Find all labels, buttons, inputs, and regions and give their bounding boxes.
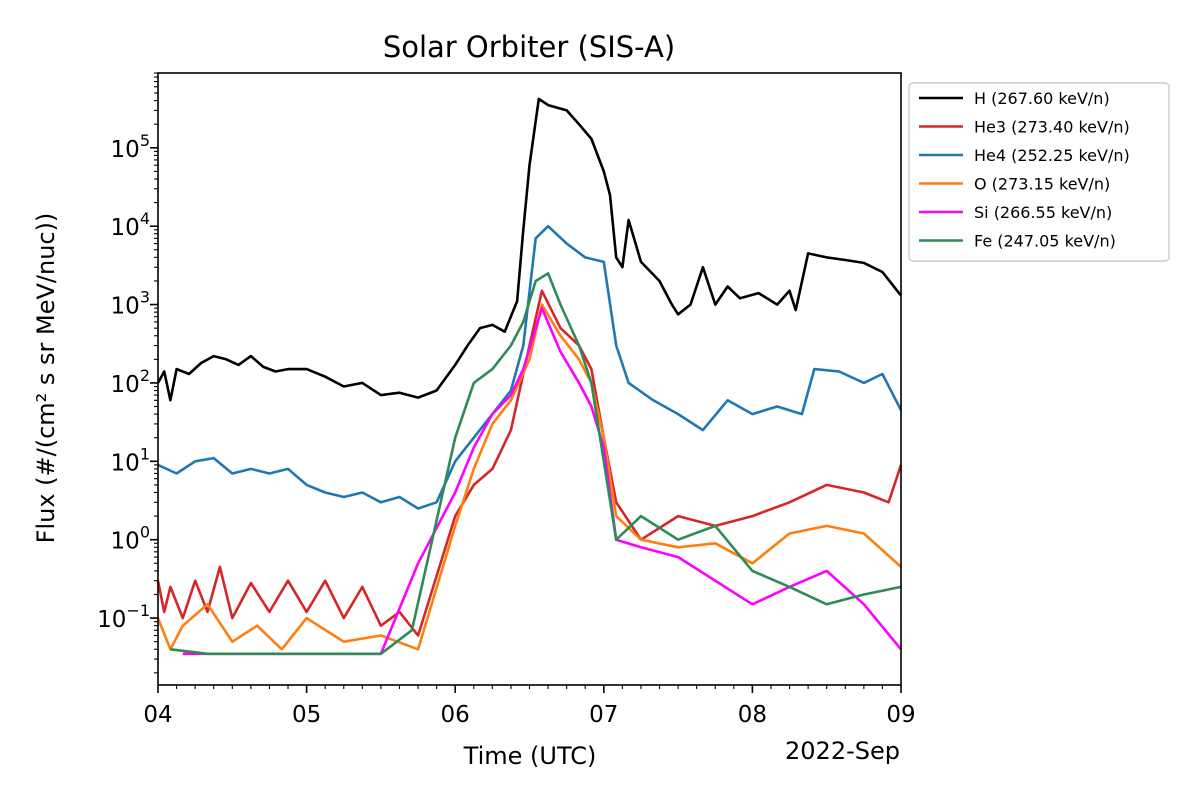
- series-line-3: [156, 303, 902, 651]
- legend-items: H (267.60 keV/n) He3 (273.40 keV/n) He4 (2…: [919, 89, 1130, 251]
- chart-title: Solar Orbiter (SIS-A): [383, 30, 675, 64]
- y-tick-label: 103: [111, 288, 150, 320]
- legend: H (267.60 keV/n) He3 (273.40 keV/n) He4 (2…: [908, 82, 1170, 262]
- x-axis-label: Time (UTC): [463, 742, 597, 770]
- plot-frame: [157, 72, 902, 686]
- y-tick-label: 102: [111, 366, 150, 398]
- series-line-5: [170, 272, 902, 656]
- y-tick-label: 10−1: [97, 601, 150, 633]
- legend-label: He4 (252.25 keV/n): [974, 146, 1130, 165]
- legend-box: [908, 82, 1170, 262]
- series-line-0: [156, 97, 903, 402]
- x-tick-label: 04: [143, 702, 172, 728]
- y-tick-label: 104: [111, 209, 150, 241]
- y-tick-label: 101: [111, 444, 150, 476]
- legend-label: He3 (273.40 keV/n): [974, 118, 1130, 137]
- series-line-1: [156, 289, 903, 637]
- series-layer: [156, 97, 903, 656]
- x-tick-label: 08: [738, 702, 767, 728]
- legend-label: Si (266.55 keV/n): [974, 203, 1112, 222]
- x-tick-label: 05: [292, 702, 321, 728]
- series-line-4: [182, 306, 903, 656]
- x-offset-label: 2022-Sep: [785, 737, 900, 765]
- legend-label: Fe (247.05 keV/n): [974, 232, 1116, 251]
- x-tick-label: 07: [589, 702, 618, 728]
- axes-layer: 04 05 06 07 08 09 10−1 100 101 102 103 104 105: [97, 72, 916, 728]
- legend-label: H (267.60 keV/n): [974, 89, 1110, 108]
- x-tick-label: 06: [441, 702, 470, 728]
- x-tick-label: 09: [886, 702, 915, 728]
- y-tick-label: 105: [111, 131, 150, 163]
- y-axis-label: Flux (#/(cm² s sr MeV/nuc)): [32, 213, 60, 544]
- series-line-2: [157, 224, 903, 510]
- y-tick-label: 100: [111, 523, 150, 555]
- legend-label: O (273.15 keV/n): [974, 175, 1110, 194]
